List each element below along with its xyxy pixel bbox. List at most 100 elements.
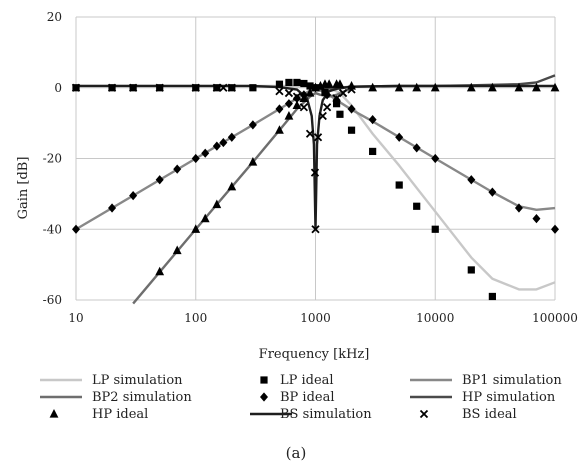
bp-ideal-point (275, 104, 284, 114)
legend-label: HP ideal (92, 407, 148, 422)
bp-ideal-point (227, 132, 236, 142)
hp-ideal-point (305, 88, 315, 97)
y-tick-label: 20 (47, 10, 62, 24)
legend-marker-swatch (419, 409, 429, 419)
x-tick-label: 1000 (300, 311, 331, 325)
lp-ideal-point (467, 266, 475, 274)
legend-item-bp1-simulation: BP1 simulation (410, 373, 562, 388)
legend-label: LP ideal (280, 373, 334, 388)
hp-ideal-point (155, 266, 165, 276)
hp-ideal-point (212, 199, 222, 209)
legend-marker-swatch (260, 392, 268, 402)
bs-ideal-point (219, 83, 228, 92)
tick-labels: 10 100 1000 10000 100000 20 0 -20 -40 -60 (43, 10, 578, 325)
bs-ideal-point (275, 87, 284, 96)
hp-ideal-point (200, 213, 210, 223)
bp-ideal-point (488, 187, 497, 197)
lp-ideal-point (395, 181, 403, 189)
bs-ideal-point (338, 88, 348, 98)
lp-ideal-point (321, 88, 329, 96)
bs-ideal-point (318, 111, 327, 121)
lp-ideal-point (488, 292, 496, 301)
bs-ideal-point (311, 225, 320, 234)
hp-ideal-point (532, 82, 541, 92)
lp-ideal-point (249, 84, 257, 92)
legend-label: BP1 simulation (462, 373, 562, 388)
hp-ideal-point (292, 100, 302, 110)
legend-marker-swatch (49, 409, 59, 418)
lp-ideal-point (300, 79, 308, 88)
bp-ideal-point (431, 153, 440, 164)
legend: LP simulation LP ideal BP1 simulation BP2 s… (40, 373, 562, 422)
bs-ideal-point (305, 129, 315, 138)
hp-ideal-point (487, 82, 497, 92)
y-tick-label: -40 (43, 222, 62, 236)
bs-ideal-point (227, 83, 236, 92)
lp-ideal-point (306, 82, 314, 90)
legend-label: HP simulation (462, 390, 556, 405)
hp-ideal-point (394, 82, 404, 92)
bs-ideal-point (332, 94, 341, 103)
lp-ideal-point (275, 80, 284, 88)
bp-ideal-point (551, 224, 559, 234)
hp-ideal-point (466, 82, 476, 92)
x-tick-label: 100 (184, 311, 207, 325)
bp-ideal-point (467, 175, 476, 185)
hp-ideal-point (335, 79, 345, 88)
series-markers (71, 78, 560, 301)
bs-ideal-point (347, 85, 356, 94)
bs-ideal-point (322, 103, 332, 112)
bp-ideal-point (514, 203, 523, 213)
bp-ideal-point (347, 104, 356, 114)
y-tick-label: -20 (43, 152, 62, 166)
lp-ideal-point (347, 126, 356, 134)
bp-ideal-point (532, 214, 541, 224)
bs-ideal-point (313, 133, 323, 142)
bs-ideal-point (284, 88, 294, 98)
legend-label: BP2 simulation (92, 390, 192, 405)
legend-item-bs-ideal: BS ideal (419, 407, 517, 422)
bp-ideal-point (129, 191, 138, 201)
bp-ideal-point (212, 141, 221, 151)
lp-ideal-point (285, 78, 293, 87)
legend-item-lp-simulation: LP simulation (40, 373, 183, 388)
bp-ideal-point (155, 175, 164, 185)
lp-ideal-point (431, 225, 439, 233)
bp-ideal-point (108, 203, 117, 213)
hp-ideal-point (550, 82, 560, 92)
legend-item-hp-simulation: HP simulation (410, 390, 556, 405)
bp-ideal-point (368, 114, 377, 125)
legend-label: LP simulation (92, 373, 183, 388)
legend-marker-swatch (260, 376, 268, 384)
legend-label: BP ideal (280, 390, 335, 405)
bp-ideal-point (284, 99, 293, 109)
hp-ideal-point (172, 245, 182, 255)
hp-ideal-point (227, 181, 237, 191)
bp-ideal-point (323, 90, 332, 100)
y-tick-label: 0 (54, 81, 62, 95)
bp-ideal-point (72, 224, 80, 234)
bp-ideal-point (191, 153, 200, 164)
hp-ideal-point (368, 82, 378, 92)
lp-ideal-point (293, 78, 301, 87)
hp-ideal-point (514, 82, 524, 92)
bp-ideal-point (292, 93, 301, 103)
legend-item-bp2-simulation: BP2 simulation (40, 390, 192, 405)
legend-label: BS simulation (280, 407, 372, 422)
x-tick-label: 100000 (532, 311, 578, 325)
bp-ideal-point (412, 143, 421, 153)
bs-ideal-point (128, 83, 138, 92)
hp-ideal-point (430, 82, 440, 92)
hp-ideal-point (284, 111, 294, 120)
legend-item-bp-ideal: BP ideal (260, 390, 335, 405)
x-tick-label: 10000 (416, 311, 454, 325)
lp-ideal-point (413, 202, 421, 210)
legend-item-bs-simulation: BS simulation (250, 407, 372, 422)
hp-ideal-point (275, 125, 284, 134)
bp-ideal-point (248, 120, 257, 130)
hp-ideal-point (324, 79, 334, 88)
hp-ideal-point (191, 224, 201, 233)
bs-ideal-point (155, 83, 164, 92)
hp-ideal-point (412, 82, 422, 92)
